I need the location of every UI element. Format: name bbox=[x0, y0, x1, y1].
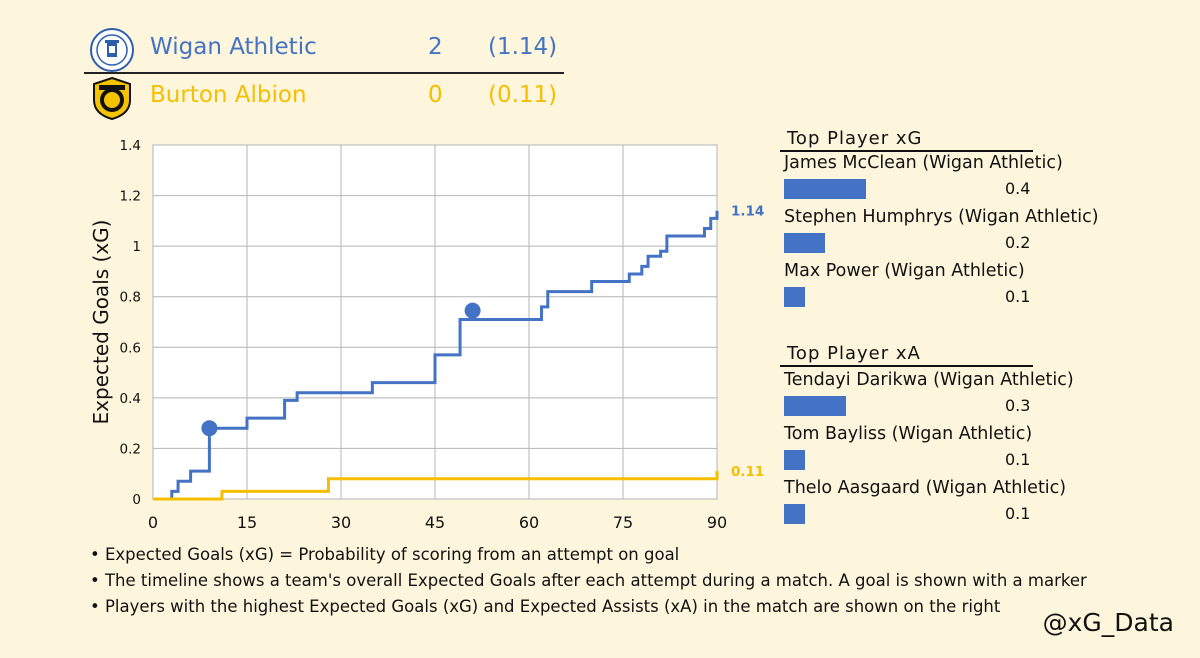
note-timeline-explanation: • The timeline shows a team's overall Ex… bbox=[90, 571, 1087, 590]
away-team-xg: (0.11) bbox=[488, 82, 558, 108]
x-tick-label: 15 bbox=[237, 513, 257, 532]
y-tick-label: 0 bbox=[132, 492, 141, 508]
top-xa-player-value: 0.1 bbox=[1005, 450, 1031, 469]
series-end-label: 1.14 bbox=[731, 204, 764, 220]
top-xa-rule bbox=[780, 365, 1033, 367]
top-xg-player-value: 0.1 bbox=[1005, 287, 1031, 306]
goal-marker bbox=[464, 302, 481, 319]
top-xa-player-bar bbox=[784, 504, 805, 524]
y-axis-label: Expected Goals (xG) bbox=[89, 220, 113, 425]
y-tick-label: 0.8 bbox=[120, 290, 141, 306]
top-xg-rule bbox=[780, 150, 1033, 152]
top-xg-player-bar bbox=[784, 179, 866, 199]
series-line-burton-albion bbox=[153, 471, 719, 501]
home-team-xg: (1.14) bbox=[488, 34, 558, 60]
y-tick-label: 0.2 bbox=[120, 441, 141, 457]
top-xg-player-name: James McClean (Wigan Athletic) bbox=[784, 153, 1063, 173]
top-xg-player-name: Stephen Humphrys (Wigan Athletic) bbox=[784, 207, 1099, 227]
top-xg-player-bar bbox=[784, 233, 825, 253]
home-team-row: Wigan Athletic 2 (1.14) bbox=[90, 28, 565, 74]
goal-marker bbox=[201, 420, 218, 437]
top-xa-player-value: 0.1 bbox=[1005, 504, 1031, 523]
wigan-athletic-crest-icon bbox=[90, 28, 134, 72]
top-xg-title: Top Player xG bbox=[787, 128, 923, 149]
x-tick-label: 30 bbox=[331, 513, 351, 532]
scoreboard-divider bbox=[84, 72, 564, 74]
top-xg-player-value: 0.2 bbox=[1005, 233, 1031, 252]
y-tick-label: 1.4 bbox=[120, 138, 141, 154]
top-xa-player-value: 0.3 bbox=[1005, 396, 1031, 415]
xg-timeline-chart: 0 15 30 45 60 75 90 0 0.2 0.4 0.6 0.8 1 1.2 1.4 Expecte… bbox=[89, 138, 764, 532]
top-xa-player-name: Thelo Aasgaard (Wigan Athletic) bbox=[784, 478, 1067, 498]
x-tick-label: 45 bbox=[425, 513, 445, 532]
away-team-name: Burton Albion bbox=[150, 82, 307, 108]
y-tick-label: 0.4 bbox=[120, 391, 141, 407]
y-tick-label: 1 bbox=[132, 239, 141, 255]
credit-handle: @xG_Data bbox=[1042, 608, 1174, 637]
top-xg-player-bar bbox=[784, 287, 805, 307]
note-players-explanation: • Players with the highest Expected Goal… bbox=[90, 597, 1001, 616]
x-tick-label: 0 bbox=[148, 513, 158, 532]
burton-albion-crest-icon bbox=[93, 76, 131, 120]
top-xg-player-name: Max Power (Wigan Athletic) bbox=[784, 261, 1025, 281]
home-team-name: Wigan Athletic bbox=[150, 34, 317, 60]
away-team-row: Burton Albion 0 (0.11) bbox=[90, 76, 565, 122]
series-line-wigan-athletic bbox=[153, 210, 719, 501]
top-xa-player-name: Tendayi Darikwa (Wigan Athletic) bbox=[784, 370, 1074, 390]
top-xa-player-name: Tom Bayliss (Wigan Athletic) bbox=[784, 424, 1033, 444]
away-team-score: 0 bbox=[428, 82, 443, 108]
top-xa-title: Top Player xA bbox=[787, 343, 921, 364]
top-xa-player-bar bbox=[784, 396, 846, 416]
y-tick-label: 1.2 bbox=[120, 189, 141, 205]
x-tick-label: 60 bbox=[519, 513, 539, 532]
home-team-score: 2 bbox=[428, 34, 443, 60]
note-xg-definition: • Expected Goals (xG) = Probability of s… bbox=[90, 545, 680, 564]
top-xg-player-value: 0.4 bbox=[1005, 179, 1031, 198]
x-tick-label: 75 bbox=[613, 513, 633, 532]
x-tick-label: 90 bbox=[707, 513, 727, 532]
y-tick-label: 0.6 bbox=[120, 340, 141, 356]
series-end-label: 0.11 bbox=[731, 464, 764, 480]
top-xa-player-bar bbox=[784, 450, 805, 470]
